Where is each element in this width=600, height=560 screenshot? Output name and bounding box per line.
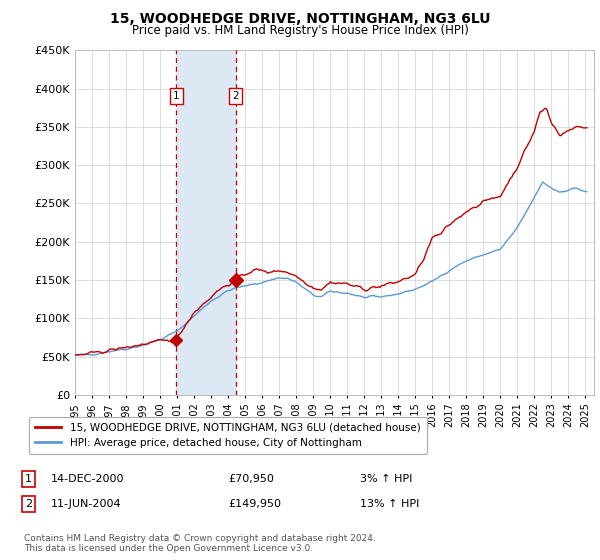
Text: Contains HM Land Registry data © Crown copyright and database right 2024.
This d: Contains HM Land Registry data © Crown c… (24, 534, 376, 553)
Text: 1: 1 (25, 474, 32, 484)
Text: 2: 2 (25, 499, 32, 509)
Text: 13% ↑ HPI: 13% ↑ HPI (360, 499, 419, 509)
Legend: 15, WOODHEDGE DRIVE, NOTTINGHAM, NG3 6LU (detached house), HPI: Average price, d: 15, WOODHEDGE DRIVE, NOTTINGHAM, NG3 6LU… (29, 417, 427, 454)
Text: 14-DEC-2000: 14-DEC-2000 (51, 474, 125, 484)
Text: 1: 1 (173, 91, 179, 101)
Text: £70,950: £70,950 (228, 474, 274, 484)
Bar (176, 50, 236, 395)
Text: £149,950: £149,950 (228, 499, 281, 509)
Text: 3% ↑ HPI: 3% ↑ HPI (360, 474, 412, 484)
Text: 15, WOODHEDGE DRIVE, NOTTINGHAM, NG3 6LU: 15, WOODHEDGE DRIVE, NOTTINGHAM, NG3 6LU (110, 12, 490, 26)
Text: 11-JUN-2004: 11-JUN-2004 (51, 499, 122, 509)
Text: Price paid vs. HM Land Registry's House Price Index (HPI): Price paid vs. HM Land Registry's House … (131, 24, 469, 36)
Text: 2: 2 (232, 91, 239, 101)
